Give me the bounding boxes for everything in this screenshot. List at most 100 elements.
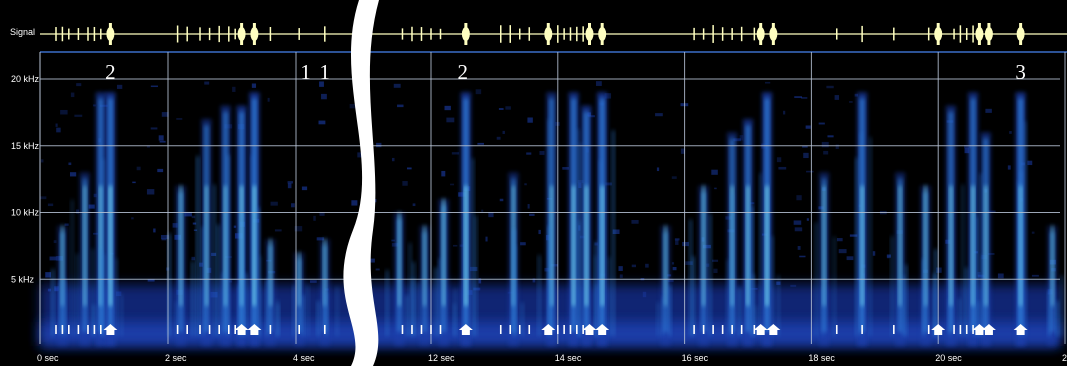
noise-speckle (270, 201, 278, 206)
noise-speckle (618, 266, 623, 271)
x-tick-label: 20 sec (935, 353, 962, 363)
syllable-harmonic (708, 213, 712, 336)
marker-arrow (234, 324, 249, 335)
noise-speckle (192, 222, 197, 225)
syllable-harmonic (244, 273, 248, 336)
noise-speckle (47, 288, 51, 292)
noise-speckle (478, 278, 482, 284)
x-tick-label: 14 sec (555, 353, 582, 363)
syllable-harmonic (99, 248, 103, 336)
y-tick-label: 15 kHz (11, 141, 40, 151)
noise-speckle (131, 217, 134, 220)
syllable-peak (600, 185, 604, 306)
signal-label: Signal (10, 27, 35, 37)
noise-speckle (642, 291, 647, 298)
syllable-peak (179, 185, 183, 306)
noise-speckle (40, 159, 44, 163)
syllable-harmonic (948, 299, 952, 336)
syllable-harmonic (237, 285, 241, 336)
syllable-peak (1050, 225, 1054, 306)
syllable-harmonic (520, 302, 524, 336)
noise-speckle (88, 204, 95, 209)
syllable-peak (822, 185, 826, 306)
syllable-harmonic (776, 275, 780, 336)
syllable-peak (109, 185, 112, 306)
noise-speckle (619, 274, 623, 278)
syllable-peak (323, 239, 327, 306)
axes: 5 kHz 10 kHz 15 kHz 20 kHz 0 sec 2 sec 4 sec 12… (11, 74, 1067, 363)
noise-speckle (199, 262, 203, 267)
syllable-harmonic (167, 233, 171, 336)
noise-speckle (70, 92, 75, 98)
syllable-harmonic (63, 279, 67, 336)
syllable-streak (212, 105, 231, 346)
noise-speckle (987, 210, 996, 213)
noise-speckle (794, 227, 803, 232)
syllable-harmonic (258, 255, 262, 336)
noise-speckle (711, 169, 718, 175)
noise-speckle (153, 228, 156, 233)
noise-speckle (115, 291, 122, 297)
noise-speckle (376, 142, 382, 148)
noise-speckle (631, 219, 639, 224)
noise-speckle (532, 278, 536, 283)
noise-speckle (318, 120, 326, 125)
noise-speckle (776, 157, 782, 163)
marker-arrow (103, 324, 118, 335)
syllable-harmonic (70, 199, 74, 336)
syllable-peak (99, 185, 103, 306)
syllable-peak (550, 185, 553, 306)
syllable-harmonic (58, 281, 62, 336)
y-tick-label: 5 kHz (11, 274, 35, 284)
syllable-peak (924, 185, 927, 306)
noise-speckle (357, 152, 363, 158)
syllable-harmonic (689, 219, 693, 336)
noise-speckle (872, 251, 876, 256)
noise-speckle (846, 256, 854, 261)
syllable-harmonic (934, 249, 938, 336)
noise-speckle (294, 226, 303, 232)
noise-speckle (527, 117, 533, 123)
syllable-harmonic (750, 205, 754, 336)
syllable-harmonic (598, 160, 602, 336)
syllable-harmonic (691, 256, 695, 336)
signal-burst-peak (106, 27, 115, 41)
noise-speckle (645, 263, 649, 268)
syllable-harmonic (438, 258, 442, 336)
noise-speckle (524, 183, 527, 186)
noise-speckle (287, 183, 292, 189)
noise-speckle (794, 96, 802, 99)
noise-speckle (184, 211, 192, 217)
x-tick-label: 12 sec (428, 353, 455, 363)
y-tick-label: 20 kHz (11, 74, 40, 84)
syllable-harmonic (668, 285, 672, 336)
noise-speckle (351, 200, 358, 206)
noise-speckle (157, 168, 164, 173)
noise-speckle (481, 209, 484, 212)
call-type-label: 2 (105, 60, 116, 84)
noise-speckle (301, 186, 308, 191)
syllable-harmonic (890, 236, 894, 336)
noise-speckle (520, 242, 526, 246)
noise-speckle (838, 249, 847, 254)
syllable-harmonic (513, 245, 517, 336)
noise-speckle (93, 193, 97, 198)
signal-burst-peak (1016, 27, 1025, 41)
syllable-harmonic (855, 157, 859, 336)
signal-burst-peak (544, 27, 553, 41)
spectrogram-panel (40, 81, 1064, 346)
x-tick-label: 0 sec (37, 353, 59, 363)
syllable-harmonic (770, 235, 774, 336)
syllable-harmonic (611, 130, 615, 336)
noise-speckle (477, 142, 484, 145)
noise-speckle (412, 203, 416, 207)
noise-speckle (446, 117, 455, 123)
signal-burst-peak (250, 27, 259, 41)
noise-speckle (233, 225, 237, 228)
noise-speckle (834, 95, 840, 100)
syllable-streak (508, 172, 524, 346)
noise-speckle (45, 272, 52, 278)
x-tick-label: 22 (1062, 353, 1067, 363)
marker-arrow (1013, 324, 1028, 335)
